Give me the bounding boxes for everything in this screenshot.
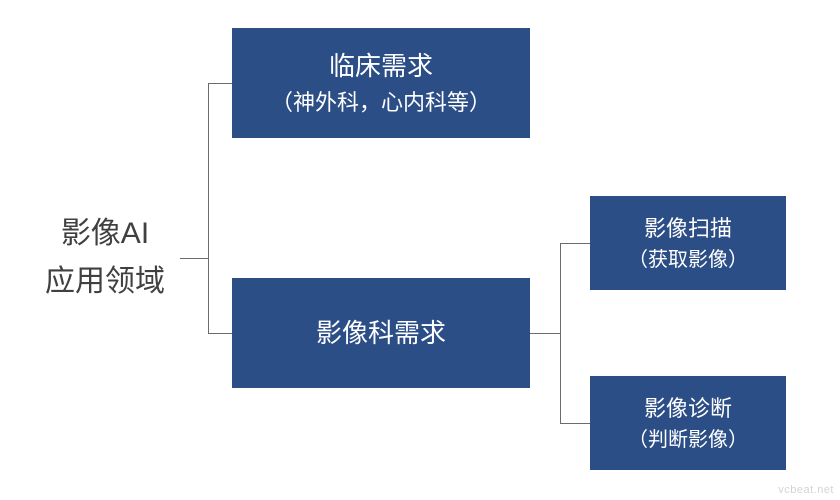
node-scan-subtitle: （获取影像） xyxy=(628,245,748,275)
root-line1: 影像AI xyxy=(30,210,180,258)
l2-stem xyxy=(530,333,560,334)
l2-vert xyxy=(560,243,561,423)
l2-top xyxy=(560,243,590,244)
root-label: 影像AI 应用领域 xyxy=(30,210,180,306)
l1-top xyxy=(208,83,232,84)
node-imaging-dept: 影像科需求 xyxy=(232,278,530,388)
l1-stem xyxy=(180,258,208,259)
node-scan-title: 影像扫描 xyxy=(644,212,732,245)
node-clinical-subtitle: （神外科，心内科等） xyxy=(271,86,491,119)
l2-bot xyxy=(560,423,590,424)
node-scan: 影像扫描 （获取影像） xyxy=(590,196,786,290)
node-clinical: 临床需求 （神外科，心内科等） xyxy=(232,28,530,138)
root-line2: 应用领域 xyxy=(30,258,180,306)
node-diagnosis-title: 影像诊断 xyxy=(644,392,732,425)
node-diagnosis-subtitle: （判断影像） xyxy=(628,425,748,455)
l1-vert xyxy=(208,83,209,333)
node-clinical-title: 临床需求 xyxy=(329,47,433,86)
l1-bot xyxy=(208,333,232,334)
node-diagnosis: 影像诊断 （判断影像） xyxy=(590,376,786,470)
node-imaging-dept-title: 影像科需求 xyxy=(316,314,446,353)
watermark-text: vcbeat.net xyxy=(778,484,834,496)
